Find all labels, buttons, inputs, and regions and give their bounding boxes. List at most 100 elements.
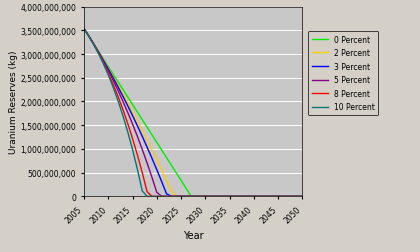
5 Percent <box>295 195 300 198</box>
10 Percent <box>232 195 237 198</box>
3 Percent <box>130 115 135 118</box>
0 Percent <box>110 73 116 76</box>
0 Percent <box>188 194 193 197</box>
8 Percent <box>198 195 203 198</box>
10 Percent <box>237 195 242 198</box>
8 Percent <box>154 195 159 198</box>
8 Percent <box>91 44 96 47</box>
8 Percent <box>120 108 125 111</box>
3 Percent <box>164 193 169 196</box>
Legend: 0 Percent, 2 Percent, 3 Percent, 5 Percent, 8 Percent, 10 Percent: 0 Percent, 2 Percent, 3 Percent, 5 Perce… <box>308 32 378 116</box>
5 Percent <box>218 195 223 198</box>
3 Percent <box>237 195 242 198</box>
3 Percent <box>203 195 208 198</box>
3 Percent <box>154 169 159 172</box>
10 Percent <box>87 36 92 39</box>
10 Percent <box>276 195 281 198</box>
10 Percent <box>120 114 125 117</box>
2 Percent <box>150 149 155 152</box>
10 Percent <box>290 195 295 198</box>
3 Percent <box>159 180 164 183</box>
0 Percent <box>266 195 271 198</box>
0 Percent <box>207 195 213 198</box>
Y-axis label: Uranium Reserves (kg): Uranium Reserves (kg) <box>9 50 18 154</box>
3 Percent <box>174 195 179 198</box>
2 Percent <box>237 195 242 198</box>
0 Percent <box>154 141 159 144</box>
10 Percent <box>193 195 198 198</box>
8 Percent <box>271 195 276 198</box>
0 Percent <box>232 195 237 198</box>
8 Percent <box>81 28 87 31</box>
5 Percent <box>144 162 150 165</box>
2 Percent <box>198 195 203 198</box>
3 Percent <box>247 195 252 198</box>
2 Percent <box>276 195 281 198</box>
2 Percent <box>281 195 286 198</box>
10 Percent <box>135 168 140 171</box>
0 Percent <box>276 195 281 198</box>
3 Percent <box>101 59 106 62</box>
5 Percent <box>87 36 92 39</box>
10 Percent <box>106 74 111 77</box>
0 Percent <box>203 195 208 198</box>
10 Percent <box>159 195 164 198</box>
3 Percent <box>96 51 101 54</box>
2 Percent <box>241 195 247 198</box>
0 Percent <box>96 51 101 54</box>
10 Percent <box>110 86 116 89</box>
8 Percent <box>241 195 247 198</box>
10 Percent <box>169 195 174 198</box>
10 Percent <box>164 195 169 198</box>
2 Percent <box>144 139 150 142</box>
3 Percent <box>140 135 145 138</box>
10 Percent <box>178 195 184 198</box>
10 Percent <box>271 195 276 198</box>
5 Percent <box>276 195 281 198</box>
5 Percent <box>227 195 232 198</box>
10 Percent <box>91 44 96 47</box>
2 Percent <box>271 195 276 198</box>
5 Percent <box>130 123 135 126</box>
0 Percent <box>140 119 145 122</box>
2 Percent <box>285 195 290 198</box>
0 Percent <box>295 195 300 198</box>
2 Percent <box>140 129 145 132</box>
8 Percent <box>213 195 218 198</box>
10 Percent <box>227 195 232 198</box>
0 Percent <box>222 195 227 198</box>
10 Percent <box>247 195 252 198</box>
0 Percent <box>178 179 184 182</box>
10 Percent <box>285 195 290 198</box>
2 Percent <box>159 169 164 172</box>
3 Percent <box>169 195 174 198</box>
10 Percent <box>207 195 213 198</box>
10 Percent <box>281 195 286 198</box>
5 Percent <box>188 195 193 198</box>
0 Percent <box>169 164 174 167</box>
2 Percent <box>125 102 130 105</box>
0 Percent <box>87 36 92 39</box>
2 Percent <box>266 195 271 198</box>
0 Percent <box>251 195 256 198</box>
2 Percent <box>193 195 198 198</box>
5 Percent <box>110 79 116 82</box>
3 Percent <box>81 28 87 31</box>
8 Percent <box>130 137 135 140</box>
2 Percent <box>261 195 266 198</box>
8 Percent <box>222 195 227 198</box>
2 Percent <box>91 43 96 46</box>
10 Percent <box>256 195 261 198</box>
5 Percent <box>261 195 266 198</box>
3 Percent <box>120 95 125 98</box>
5 Percent <box>251 195 256 198</box>
5 Percent <box>281 195 286 198</box>
0 Percent <box>130 104 135 107</box>
3 Percent <box>193 195 198 198</box>
5 Percent <box>247 195 252 198</box>
0 Percent <box>135 111 140 114</box>
2 Percent <box>213 195 218 198</box>
3 Percent <box>281 195 286 198</box>
3 Percent <box>271 195 276 198</box>
2 Percent <box>295 195 300 198</box>
